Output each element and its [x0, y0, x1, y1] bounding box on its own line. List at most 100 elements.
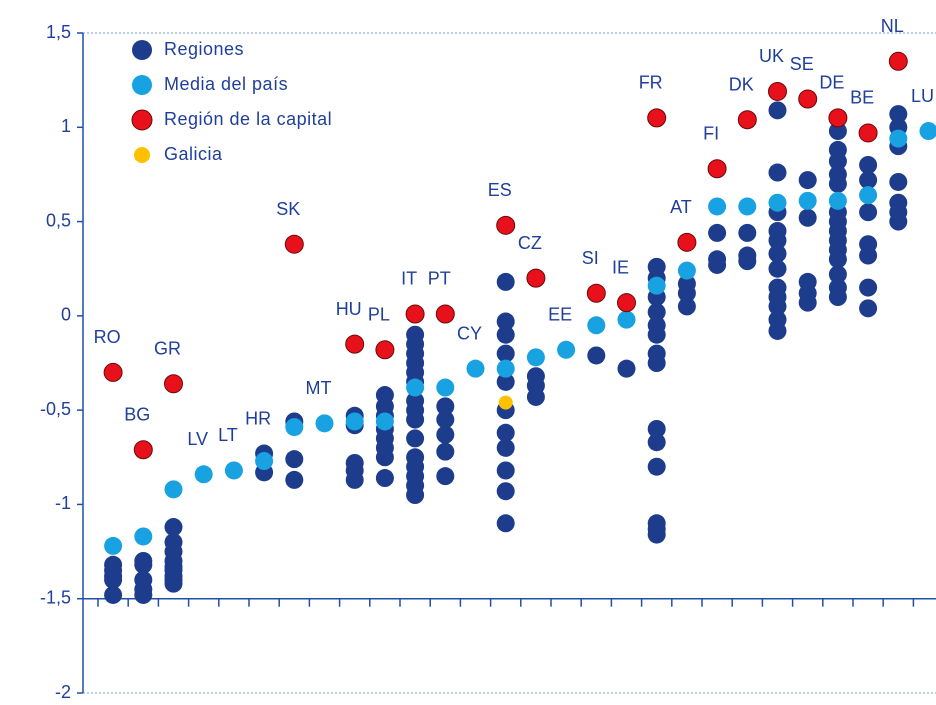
point-0	[436, 467, 455, 486]
point-0	[436, 410, 455, 429]
category-label: IE	[612, 257, 629, 277]
point-1	[194, 465, 213, 484]
point-0	[798, 171, 817, 190]
point-0	[496, 423, 515, 442]
y-tick-label: 0	[61, 305, 71, 325]
legend-label: Media del país	[164, 74, 288, 94]
legend-label: Región de la capital	[164, 109, 332, 129]
point-2	[647, 108, 667, 128]
point-2	[496, 215, 516, 235]
point-0	[104, 570, 123, 589]
point-0	[647, 303, 666, 322]
category-label: RO	[94, 327, 121, 347]
point-2	[768, 81, 787, 101]
category-label: AT	[670, 197, 692, 217]
category-label: BG	[124, 404, 150, 424]
category-label: HU	[336, 299, 362, 319]
point-2	[586, 283, 606, 303]
point-0	[647, 457, 666, 476]
point-1	[768, 193, 787, 212]
point-0	[768, 101, 787, 120]
point-2	[737, 110, 757, 130]
point-0	[406, 429, 425, 448]
legend-label: Regiones	[164, 39, 244, 59]
point-0	[134, 585, 153, 604]
point-1	[647, 276, 666, 295]
legend-marker	[134, 147, 150, 163]
category-label: FR	[639, 73, 663, 93]
point-0	[436, 425, 455, 444]
point-2	[526, 268, 546, 288]
point-0	[134, 555, 153, 574]
point-0	[587, 346, 606, 365]
point-0	[738, 252, 757, 271]
point-3	[498, 395, 513, 410]
point-1	[285, 418, 304, 437]
point-2	[405, 304, 425, 324]
category-label: CZ	[518, 233, 542, 253]
category-label: PT	[428, 269, 451, 289]
point-0	[859, 203, 878, 222]
y-tick-label: 0,5	[46, 210, 71, 230]
point-1	[436, 378, 455, 397]
point-0	[708, 223, 727, 242]
point-0	[768, 163, 787, 182]
point-0	[828, 174, 847, 193]
point-2	[164, 374, 183, 394]
point-1	[315, 414, 334, 433]
category-label: CY	[457, 323, 482, 343]
category-label: LU	[911, 86, 934, 106]
point-2	[828, 108, 848, 128]
point-0	[828, 250, 847, 269]
point-0	[496, 372, 515, 391]
y-tick-label: 1	[61, 116, 71, 136]
point-1	[224, 461, 243, 480]
point-1	[677, 261, 696, 280]
point-0	[406, 410, 425, 429]
point-2	[103, 362, 123, 382]
point-1	[919, 122, 936, 141]
point-1	[859, 186, 878, 205]
point-1	[708, 197, 727, 216]
point-0	[496, 325, 515, 344]
point-0	[345, 470, 364, 489]
point-1	[104, 536, 123, 555]
point-2	[284, 234, 304, 254]
point-1	[828, 191, 847, 210]
category-label: ES	[488, 180, 512, 200]
point-0	[768, 297, 787, 316]
point-0	[768, 244, 787, 263]
y-tick-label: -2	[55, 682, 71, 702]
point-2	[677, 232, 697, 252]
point-0	[496, 482, 515, 501]
y-tick-label: -0,5	[40, 399, 71, 419]
point-2	[375, 340, 395, 360]
point-0	[496, 312, 515, 331]
point-1	[526, 348, 545, 367]
point-1	[587, 316, 606, 335]
point-0	[617, 359, 636, 378]
point-0	[828, 288, 847, 306]
point-0	[496, 461, 515, 480]
point-2	[435, 304, 455, 324]
legend-label: Galicia	[164, 144, 223, 164]
point-0	[859, 278, 878, 297]
category-label: SK	[276, 199, 300, 219]
point-1	[345, 412, 364, 431]
point-0	[859, 156, 878, 174]
category-label: IT	[401, 269, 417, 289]
y-tick-label: 1,5	[46, 22, 71, 42]
point-1	[557, 340, 576, 359]
category-label: BE	[850, 88, 874, 108]
point-0	[889, 212, 908, 231]
category-label: LV	[187, 429, 208, 449]
category-label: LT	[218, 425, 238, 445]
category-label: DE	[819, 73, 844, 93]
point-0	[768, 231, 787, 250]
y-tick-label: -1,5	[40, 587, 71, 607]
point-0	[647, 325, 666, 344]
category-label: UK	[759, 46, 784, 66]
point-0	[406, 486, 425, 504]
legend-marker	[132, 75, 152, 95]
